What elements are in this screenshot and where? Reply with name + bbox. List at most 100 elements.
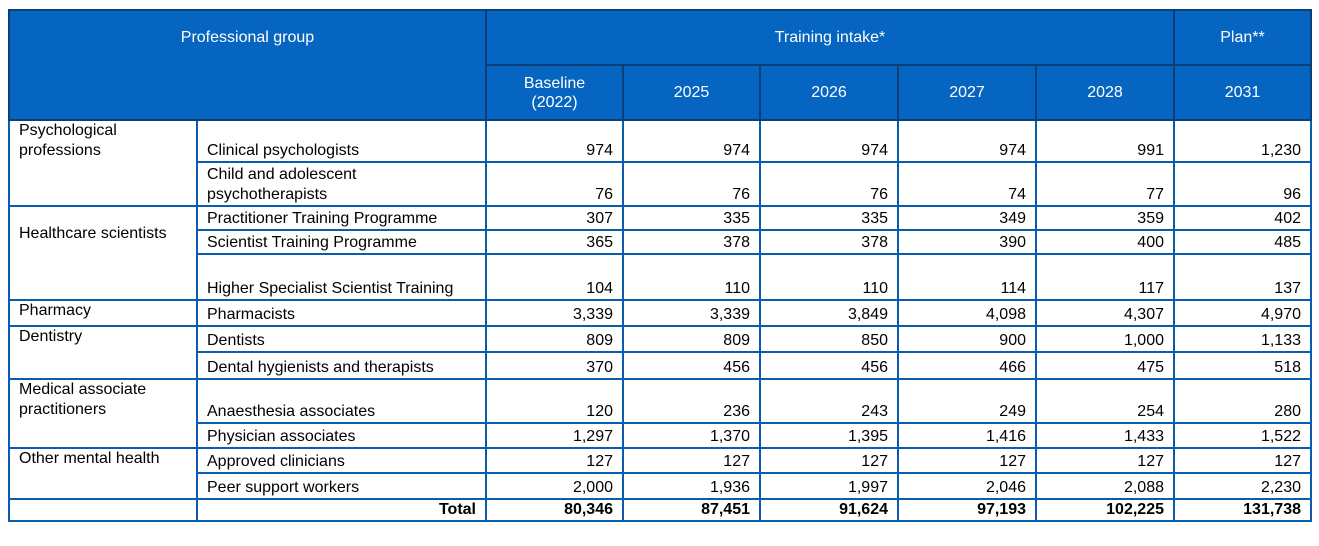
table-row: Peer support workers 2,000 1,936 1,997 2… [9, 472, 1312, 500]
header-year-2025: 2025 [622, 64, 761, 121]
cell-value: 3,339 [622, 299, 761, 327]
cell-value: 365 [485, 229, 624, 255]
cell-value: 307 [485, 205, 624, 231]
cell-value: 4,970 [1173, 299, 1312, 327]
cell-value: 76 [622, 161, 761, 207]
cell-value: 378 [622, 229, 761, 255]
cell-value: 243 [759, 378, 899, 424]
table-row: Medical associate practitioners Anaesthe… [8, 378, 1312, 449]
cell-value: 249 [897, 378, 1037, 424]
total-label: Total [196, 498, 487, 522]
cell-value: 1,230 [1173, 119, 1312, 163]
cell-value: 850 [759, 325, 899, 353]
cell-value: 3,849 [759, 299, 899, 327]
training-intake-table: Professional group Training intake* Plan… [8, 9, 1312, 522]
cell-value: 402 [1173, 205, 1312, 231]
cell-value: 370 [485, 351, 624, 380]
row-label: Anaesthesia associates [196, 378, 487, 424]
cell-value: 280 [1173, 378, 1312, 424]
row-label: Physician associates [196, 422, 487, 449]
group-label: Medical associate practitioners [8, 378, 198, 449]
cell-value: 390 [897, 229, 1037, 255]
header-professional-group: Professional group [8, 9, 487, 121]
cell-value: 335 [759, 205, 899, 231]
cell-value: 1,997 [759, 472, 899, 500]
row-label: Approved clinicians [196, 447, 487, 474]
cell-value: 127 [897, 447, 1037, 474]
cell-value: 104 [485, 253, 624, 301]
cell-value: 900 [897, 325, 1037, 353]
cell-value: 74 [897, 161, 1037, 207]
cell-value: 974 [897, 119, 1037, 163]
cell-value: 359 [1035, 205, 1175, 231]
header-year-2031: 2031 [1173, 64, 1312, 121]
row-label: Peer support workers [196, 472, 487, 500]
cell-value: 127 [1035, 447, 1175, 474]
total-row: Total 80,346 87,451 91,624 97,193 102,22… [8, 498, 1312, 522]
row-label: Dentists [196, 325, 487, 353]
cell-value: 974 [622, 119, 761, 163]
cell-value: 1,433 [1035, 422, 1175, 449]
cell-value: 456 [759, 351, 899, 380]
cell-value: 236 [622, 378, 761, 424]
row-label: Higher Specialist Scientist Training [196, 253, 487, 301]
cell-value: 127 [759, 447, 899, 474]
table-row: Child and adolescent psychotherapists 76… [9, 161, 1312, 207]
cell-value: 349 [897, 205, 1037, 231]
cell-value: 400 [1035, 229, 1175, 255]
cell-value: 2,000 [485, 472, 624, 500]
cell-value: 2,230 [1173, 472, 1312, 500]
cell-value: 378 [759, 229, 899, 255]
header-year-2027: 2027 [897, 64, 1037, 121]
cell-value: 76 [485, 161, 624, 207]
total-empty-cell [8, 498, 198, 522]
total-value: 102,225 [1035, 498, 1175, 522]
table-row: Psychological professions Clinical psych… [8, 119, 1312, 207]
row-label: Practitioner Training Programme [196, 205, 487, 231]
group-label: Pharmacy [8, 299, 198, 327]
cell-value: 2,046 [897, 472, 1037, 500]
cell-value: 127 [622, 447, 761, 474]
total-value: 80,346 [485, 498, 624, 522]
row-label: Clinical psychologists [196, 119, 487, 163]
total-value: 131,738 [1173, 498, 1312, 522]
cell-value: 1,522 [1173, 422, 1312, 449]
table-row: Healthcare scientists Practitioner Train… [8, 205, 1312, 301]
cell-value: 974 [485, 119, 624, 163]
row-label: Pharmacists [196, 299, 487, 327]
cell-value: 2,088 [1035, 472, 1175, 500]
cell-value: 254 [1035, 378, 1175, 424]
group-label: Other mental health [8, 447, 198, 500]
table-header: Professional group Training intake* Plan… [8, 9, 1312, 121]
table-body: Psychological professions Clinical psych… [8, 119, 1312, 522]
cell-value: 127 [1173, 447, 1312, 474]
cell-value: 335 [622, 205, 761, 231]
group-label: Healthcare scientists [8, 205, 198, 301]
total-value: 97,193 [897, 498, 1037, 522]
table-row: Physician associates 1,297 1,370 1,395 1… [9, 422, 1312, 449]
cell-value: 4,098 [897, 299, 1037, 327]
header-baseline-line2: (2022) [531, 93, 578, 111]
table-row: Dental hygienists and therapists 370 456… [9, 351, 1312, 380]
cell-value: 117 [1035, 253, 1175, 301]
cell-value: 1,133 [1173, 325, 1312, 353]
cell-value: 518 [1173, 351, 1312, 380]
cell-value: 4,307 [1035, 299, 1175, 327]
cell-value: 3,339 [485, 299, 624, 327]
cell-value: 114 [897, 253, 1037, 301]
cell-value: 76 [759, 161, 899, 207]
header-plan: Plan** [1173, 9, 1312, 66]
group-label: Dentistry [8, 325, 198, 380]
table-row: Pharmacy Pharmacists 3,339 3,339 3,849 4… [8, 299, 1312, 327]
row-label: Dental hygienists and therapists [196, 351, 487, 380]
table-row: Higher Specialist Scientist Training 104… [9, 253, 1312, 301]
header-year-2026: 2026 [759, 64, 899, 121]
cell-value: 127 [485, 447, 624, 474]
total-value: 91,624 [759, 498, 899, 522]
row-label: Scientist Training Programme [196, 229, 487, 255]
cell-value: 110 [759, 253, 899, 301]
cell-value: 1,370 [622, 422, 761, 449]
table-row: Dentistry Dentists 809 809 850 900 1,000… [8, 325, 1312, 380]
cell-value: 809 [622, 325, 761, 353]
table-row: Other mental health Approved clinicians … [8, 447, 1312, 500]
